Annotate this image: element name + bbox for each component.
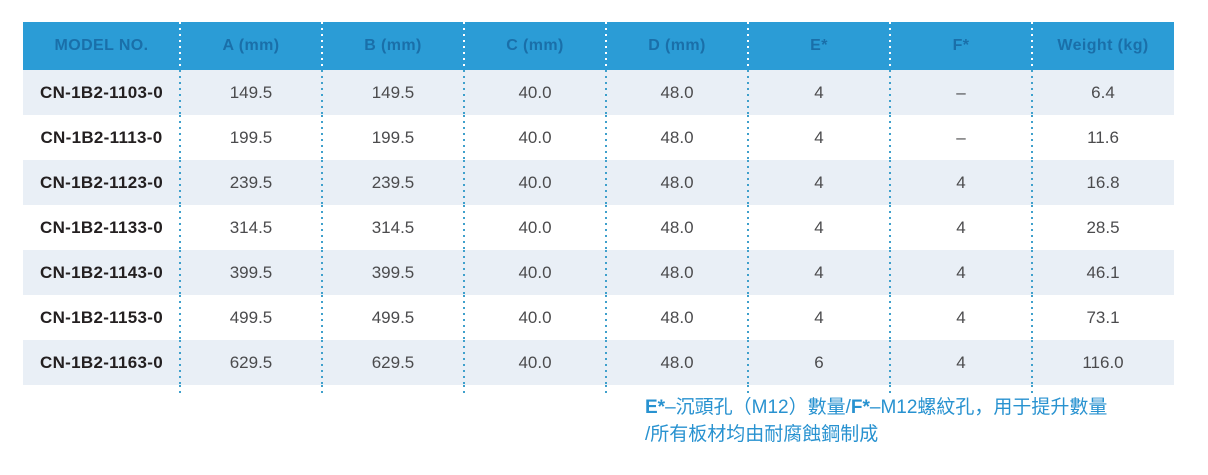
header-label: B (mm) — [364, 37, 422, 54]
a-cell: 199.5 — [179, 115, 322, 160]
table-row: CN-1B2-1153-0 499.5 499.5 40.0 48.0 4 4 … — [23, 295, 1174, 340]
c-cell: 40.0 — [463, 160, 606, 205]
b-cell: 399.5 — [321, 250, 464, 295]
d-cell: 48.0 — [605, 295, 748, 340]
d-cell: 48.0 — [605, 250, 748, 295]
weight-cell: 16.8 — [1031, 160, 1174, 205]
footnote-e-text: –沉頭孔（M12）數量/ — [665, 397, 851, 418]
e-cell: 4 — [747, 160, 890, 205]
f-cell: 4 — [889, 160, 1032, 205]
model-cell: CN-1B2-1143-0 — [40, 262, 163, 282]
e-cell: 4 — [747, 205, 890, 250]
header-cell-f: F* — [889, 22, 1032, 70]
weight-cell: 11.6 — [1031, 115, 1174, 160]
footnote-line-1: E*–沉頭孔（M12）數量/F*–M12螺紋孔，用于提升數量 — [645, 394, 1190, 421]
table-row: CN-1B2-1163-0 629.5 629.5 40.0 48.0 6 4 … — [23, 340, 1174, 385]
footnote-line-2: /所有板材均由耐腐蝕鋼制成 — [645, 424, 879, 445]
model-cell: CN-1B2-1103-0 — [40, 82, 163, 102]
b-cell: 314.5 — [321, 205, 464, 250]
table-row: CN-1B2-1113-0 199.5 199.5 40.0 48.0 4 – … — [23, 115, 1174, 160]
f-cell: 4 — [889, 295, 1032, 340]
header-label: Weight (kg) — [1057, 37, 1149, 54]
table-row: CN-1B2-1123-0 239.5 239.5 40.0 48.0 4 4 … — [23, 160, 1174, 205]
table-row: CN-1B2-1103-0 149.5 149.5 40.0 48.0 4 – … — [23, 70, 1174, 115]
model-cell: CN-1B2-1113-0 — [40, 127, 163, 147]
c-cell: 40.0 — [463, 250, 606, 295]
divider-stub-row — [23, 385, 1174, 394]
b-cell: 239.5 — [321, 160, 464, 205]
e-cell: 4 — [747, 115, 890, 160]
model-cell: CN-1B2-1153-0 — [40, 307, 163, 327]
weight-cell: 28.5 — [1031, 205, 1174, 250]
table-header-row: MODEL NO. A (mm) B (mm) C (mm) D (mm) E*… — [23, 22, 1174, 70]
d-cell: 48.0 — [605, 70, 748, 115]
header-cell-model: MODEL NO. — [23, 22, 180, 70]
header-label: A (mm) — [222, 37, 280, 54]
header-cell-e: E* — [747, 22, 890, 70]
weight-cell: 6.4 — [1031, 70, 1174, 115]
e-cell: 6 — [747, 340, 890, 385]
header-label: F* — [952, 37, 970, 54]
c-cell: 40.0 — [463, 295, 606, 340]
footnote-e-label: E* — [645, 397, 666, 418]
footnote: E*–沉頭孔（M12）數量/F*–M12螺紋孔，用于提升數量 /所有板材均由耐腐… — [645, 394, 1190, 448]
a-cell: 239.5 — [179, 160, 322, 205]
footnote-f-label: F* — [850, 397, 870, 418]
header-label: C (mm) — [506, 37, 564, 54]
spec-table: MODEL NO. A (mm) B (mm) C (mm) D (mm) E*… — [23, 22, 1174, 394]
b-cell: 149.5 — [321, 70, 464, 115]
model-cell: CN-1B2-1163-0 — [40, 352, 163, 372]
e-cell: 4 — [747, 70, 890, 115]
header-label: E* — [810, 37, 828, 54]
table-body: CN-1B2-1103-0 149.5 149.5 40.0 48.0 4 – … — [23, 70, 1174, 385]
c-cell: 40.0 — [463, 115, 606, 160]
a-cell: 314.5 — [179, 205, 322, 250]
d-cell: 48.0 — [605, 160, 748, 205]
weight-cell: 73.1 — [1031, 295, 1174, 340]
a-cell: 629.5 — [179, 340, 322, 385]
header-cell-a: A (mm) — [179, 22, 322, 70]
header-label: MODEL NO. — [54, 37, 149, 54]
a-cell: 499.5 — [179, 295, 322, 340]
header-label: D (mm) — [648, 37, 706, 54]
model-cell: CN-1B2-1123-0 — [40, 172, 163, 192]
header-cell-weight: Weight (kg) — [1031, 22, 1174, 70]
f-cell: – — [889, 115, 1032, 160]
d-cell: 48.0 — [605, 340, 748, 385]
table-row: CN-1B2-1143-0 399.5 399.5 40.0 48.0 4 4 … — [23, 250, 1174, 295]
d-cell: 48.0 — [605, 115, 748, 160]
table-row: CN-1B2-1133-0 314.5 314.5 40.0 48.0 4 4 … — [23, 205, 1174, 250]
e-cell: 4 — [747, 295, 890, 340]
f-cell: – — [889, 70, 1032, 115]
d-cell: 48.0 — [605, 205, 748, 250]
model-cell: CN-1B2-1133-0 — [40, 217, 163, 237]
f-cell: 4 — [889, 250, 1032, 295]
b-cell: 499.5 — [321, 295, 464, 340]
f-cell: 4 — [889, 340, 1032, 385]
c-cell: 40.0 — [463, 205, 606, 250]
e-cell: 4 — [747, 250, 890, 295]
f-cell: 4 — [889, 205, 1032, 250]
weight-cell: 116.0 — [1031, 340, 1174, 385]
b-cell: 199.5 — [321, 115, 464, 160]
header-cell-d: D (mm) — [605, 22, 748, 70]
footnote-f-text: –M12螺紋孔，用于提升數量 — [869, 397, 1108, 418]
weight-cell: 46.1 — [1031, 250, 1174, 295]
c-cell: 40.0 — [463, 70, 606, 115]
a-cell: 149.5 — [179, 70, 322, 115]
header-cell-c: C (mm) — [463, 22, 606, 70]
header-cell-b: B (mm) — [321, 22, 464, 70]
a-cell: 399.5 — [179, 250, 322, 295]
c-cell: 40.0 — [463, 340, 606, 385]
b-cell: 629.5 — [321, 340, 464, 385]
